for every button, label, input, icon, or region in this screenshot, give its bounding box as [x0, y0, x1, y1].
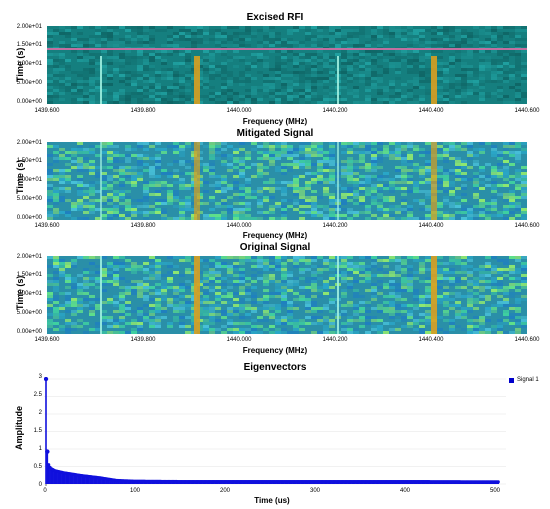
- x-tick: 1440.200: [322, 108, 348, 114]
- rfi-line: [194, 56, 200, 104]
- mitigated-signal-spectrogram: [47, 142, 527, 220]
- y-tick: 2.00e+01: [16, 24, 42, 30]
- y-tick: 0.00e+00: [16, 329, 42, 335]
- x-tick: 1439.800: [130, 108, 156, 114]
- x-tick: 1440.600: [514, 108, 540, 114]
- y-tick: 2.00e+01: [16, 254, 42, 260]
- x-tick: 1440.000: [226, 337, 252, 343]
- y-tick: 1.5: [33, 428, 42, 434]
- eigen-x-axis-label: Time (us): [254, 496, 290, 505]
- eigenvectors-panel: Eigenvectors Amplitude 3 2.5 2 1.5 1 0.5…: [0, 358, 550, 509]
- data-point: [45, 449, 50, 454]
- rfi-horizontal-line: [47, 48, 527, 50]
- x-tick: 100: [129, 488, 140, 494]
- rfi-line: [100, 142, 102, 220]
- y-tick: 0.00e+00: [16, 99, 42, 105]
- y-tick: 1.50e+01: [16, 42, 42, 48]
- y-tick: 1.00e+01: [16, 291, 42, 297]
- data-point: [496, 480, 500, 484]
- x-tick: 300: [309, 488, 320, 494]
- original-signal-panel: Original Signal Time (s) 2.00e+01 1.50e+…: [0, 240, 550, 358]
- excised-rfi-spectrogram: [47, 26, 527, 104]
- y-tick: 1: [38, 446, 42, 452]
- rfi-line: [194, 256, 200, 334]
- x-tick: 1440.200: [322, 223, 348, 229]
- x-tick: 1440.400: [418, 337, 444, 343]
- x-tick: 1439.600: [34, 108, 60, 114]
- rfi-line: [100, 56, 102, 104]
- rfi-line: [100, 256, 102, 334]
- spectrogram-svg: [47, 256, 527, 334]
- original-x-axis-label: Frequency (MHz): [242, 346, 308, 355]
- rfi-line: [337, 142, 339, 220]
- y-tick: 5.00e+00: [16, 196, 42, 202]
- y-tick: 5.00e+00: [16, 310, 42, 316]
- y-tick: 1.00e+01: [16, 177, 42, 183]
- eigenvectors-plot: [44, 377, 506, 486]
- x-tick: 1440.200: [322, 337, 348, 343]
- x-tick: 1440.600: [514, 223, 540, 229]
- mitigated-signal-title: Mitigated Signal: [236, 128, 314, 139]
- rfi-line: [431, 56, 437, 104]
- x-tick: 200: [219, 488, 230, 494]
- mitigated-x-axis-label: Frequency (MHz): [242, 231, 308, 240]
- excised-rfi-title: Excised RFI: [246, 12, 304, 23]
- data-point: [47, 463, 51, 467]
- data-point: [44, 377, 49, 382]
- y-tick: 0.00e+00: [16, 215, 42, 221]
- excised-rfi-panel: Excised RFI Time (s) 2.00e+01 1.50e+01 1…: [0, 0, 550, 126]
- eigenvectors-title: Eigenvectors: [243, 362, 307, 373]
- x-tick: 1439.600: [34, 223, 60, 229]
- spectrogram-svg: [47, 26, 527, 104]
- x-tick: 1440.000: [226, 108, 252, 114]
- x-tick: 1440.400: [418, 223, 444, 229]
- y-tick: 2: [38, 410, 42, 416]
- legend-swatch: [509, 377, 514, 383]
- eigenvectors-svg: [44, 377, 506, 486]
- legend: Signal 1: [509, 377, 539, 383]
- y-tick: 5.00e+00: [16, 80, 42, 86]
- y-tick: 1.50e+01: [16, 272, 42, 278]
- x-tick: 1440.400: [418, 108, 444, 114]
- spectrogram-svg: [47, 142, 527, 220]
- x-tick: 1439.800: [130, 337, 156, 343]
- y-tick: 1.50e+01: [16, 158, 42, 164]
- original-signal-spectrogram: [47, 256, 527, 334]
- rfi-line: [431, 142, 437, 220]
- y-tick: 2.00e+01: [16, 140, 42, 146]
- rfi-line: [337, 56, 339, 104]
- x-tick: 1439.600: [34, 337, 60, 343]
- x-tick: 0: [43, 488, 47, 494]
- x-tick: 1439.800: [130, 223, 156, 229]
- y-tick: 0.5: [33, 464, 42, 470]
- mitigated-signal-panel: Mitigated Signal Time (s) 2.00e+01 1.50e…: [0, 126, 550, 240]
- y-tick: 0: [38, 482, 42, 488]
- x-tick: 500: [489, 488, 500, 494]
- y-tick: 2.5: [33, 392, 42, 398]
- y-tick: 1.00e+01: [16, 61, 42, 67]
- x-tick: 1440.600: [514, 337, 540, 343]
- rfi-line: [194, 142, 200, 220]
- y-tick: 3: [38, 374, 42, 380]
- original-signal-title: Original Signal: [239, 242, 311, 253]
- x-tick: 1440.000: [226, 223, 252, 229]
- excised-x-axis-label: Frequency (MHz): [242, 117, 308, 126]
- rfi-line: [431, 256, 437, 334]
- rfi-line: [337, 256, 339, 334]
- x-tick: 400: [399, 488, 410, 494]
- legend-label: Signal 1: [517, 377, 539, 383]
